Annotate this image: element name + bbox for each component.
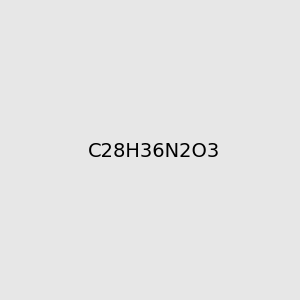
Text: C28H36N2O3: C28H36N2O3 <box>88 142 220 161</box>
